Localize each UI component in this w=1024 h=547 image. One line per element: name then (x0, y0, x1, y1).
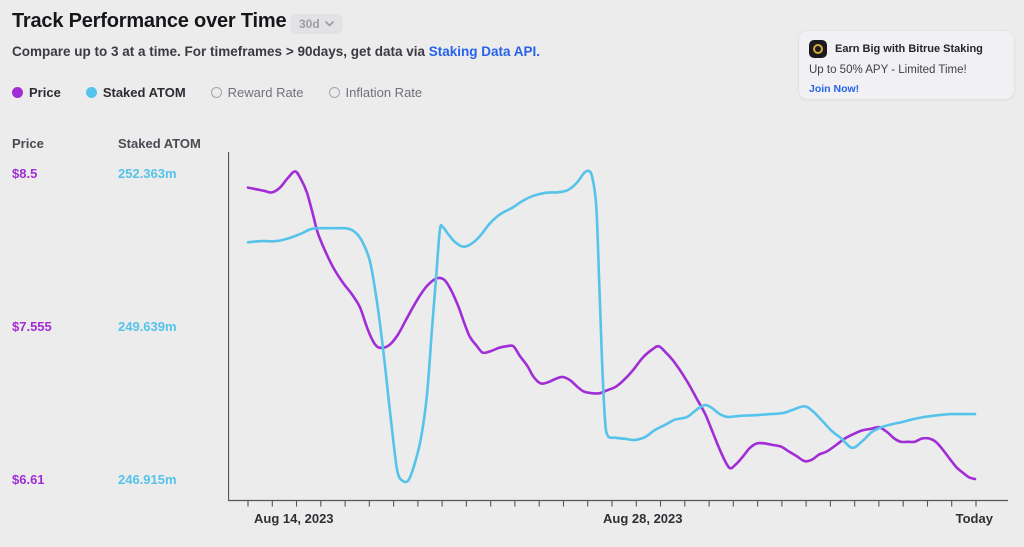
page-title: Track Performance over Time (12, 10, 287, 32)
legend-label: Price (29, 85, 61, 100)
legend-item-staked-atom[interactable]: Staked ATOM (85, 85, 186, 100)
timeframe-value: 30d (299, 17, 320, 31)
staked-atom-axis-tick: 246.915m (118, 472, 177, 487)
staked-atom-dot-icon (85, 87, 97, 98)
x-axis-label: Aug 14, 2023 (254, 511, 334, 526)
legend-label: Reward Rate (227, 85, 304, 100)
join-now-link[interactable]: Join Now! (809, 83, 860, 95)
staking-data-api-link[interactable]: Staking Data API. (428, 44, 541, 59)
legend-label: Inflation Rate (345, 85, 423, 100)
legend-item-reward-rate[interactable]: Reward Rate (210, 85, 304, 100)
performance-chart[interactable] (228, 150, 1014, 512)
legend: Price Staked ATOM Reward Rate Inflation … (12, 85, 422, 100)
bitrue-logo-icon (809, 40, 827, 58)
promo-subtitle: Up to 50% APY - Limited Time! (809, 64, 967, 76)
reward-rate-circle-icon (210, 87, 222, 98)
staked-atom-axis-tick: 249.639m (118, 319, 177, 334)
staked-atom-axis-header: Staked ATOM (118, 136, 201, 151)
staked-atom-axis-tick: 252.363m (118, 166, 177, 181)
price-axis-tick: $8.5 (12, 166, 38, 181)
timeframe-selector[interactable]: 30d (290, 14, 343, 34)
price-line (246, 170, 977, 481)
legend-item-inflation-rate[interactable]: Inflation Rate (328, 85, 423, 100)
subtitle: Compare up to 3 at a time. For timeframe… (12, 44, 540, 59)
axis-lines (228, 152, 1008, 502)
price-axis-tick: $6.61 (12, 472, 45, 487)
price-axis-header: Price (12, 136, 44, 151)
legend-item-price[interactable]: Price (12, 85, 61, 100)
x-axis-label: Today (955, 511, 993, 526)
price-dot-icon (12, 87, 23, 98)
x-axis-label: Aug 28, 2023 (603, 511, 683, 526)
promo-title: Earn Big with Bitrue Staking (835, 43, 983, 55)
price-axis-tick: $7.555 (12, 319, 52, 334)
x-axis-ticks (247, 500, 977, 507)
staked-atom-line (246, 169, 977, 484)
chevron-down-icon (324, 21, 334, 27)
promo-card[interactable]: Earn Big with Bitrue Staking Up to 50% A… (798, 30, 1015, 100)
subtitle-text: Compare up to 3 at a time. For timeframe… (12, 44, 429, 59)
inflation-rate-circle-icon (328, 87, 340, 98)
legend-label: Staked ATOM (102, 85, 186, 100)
